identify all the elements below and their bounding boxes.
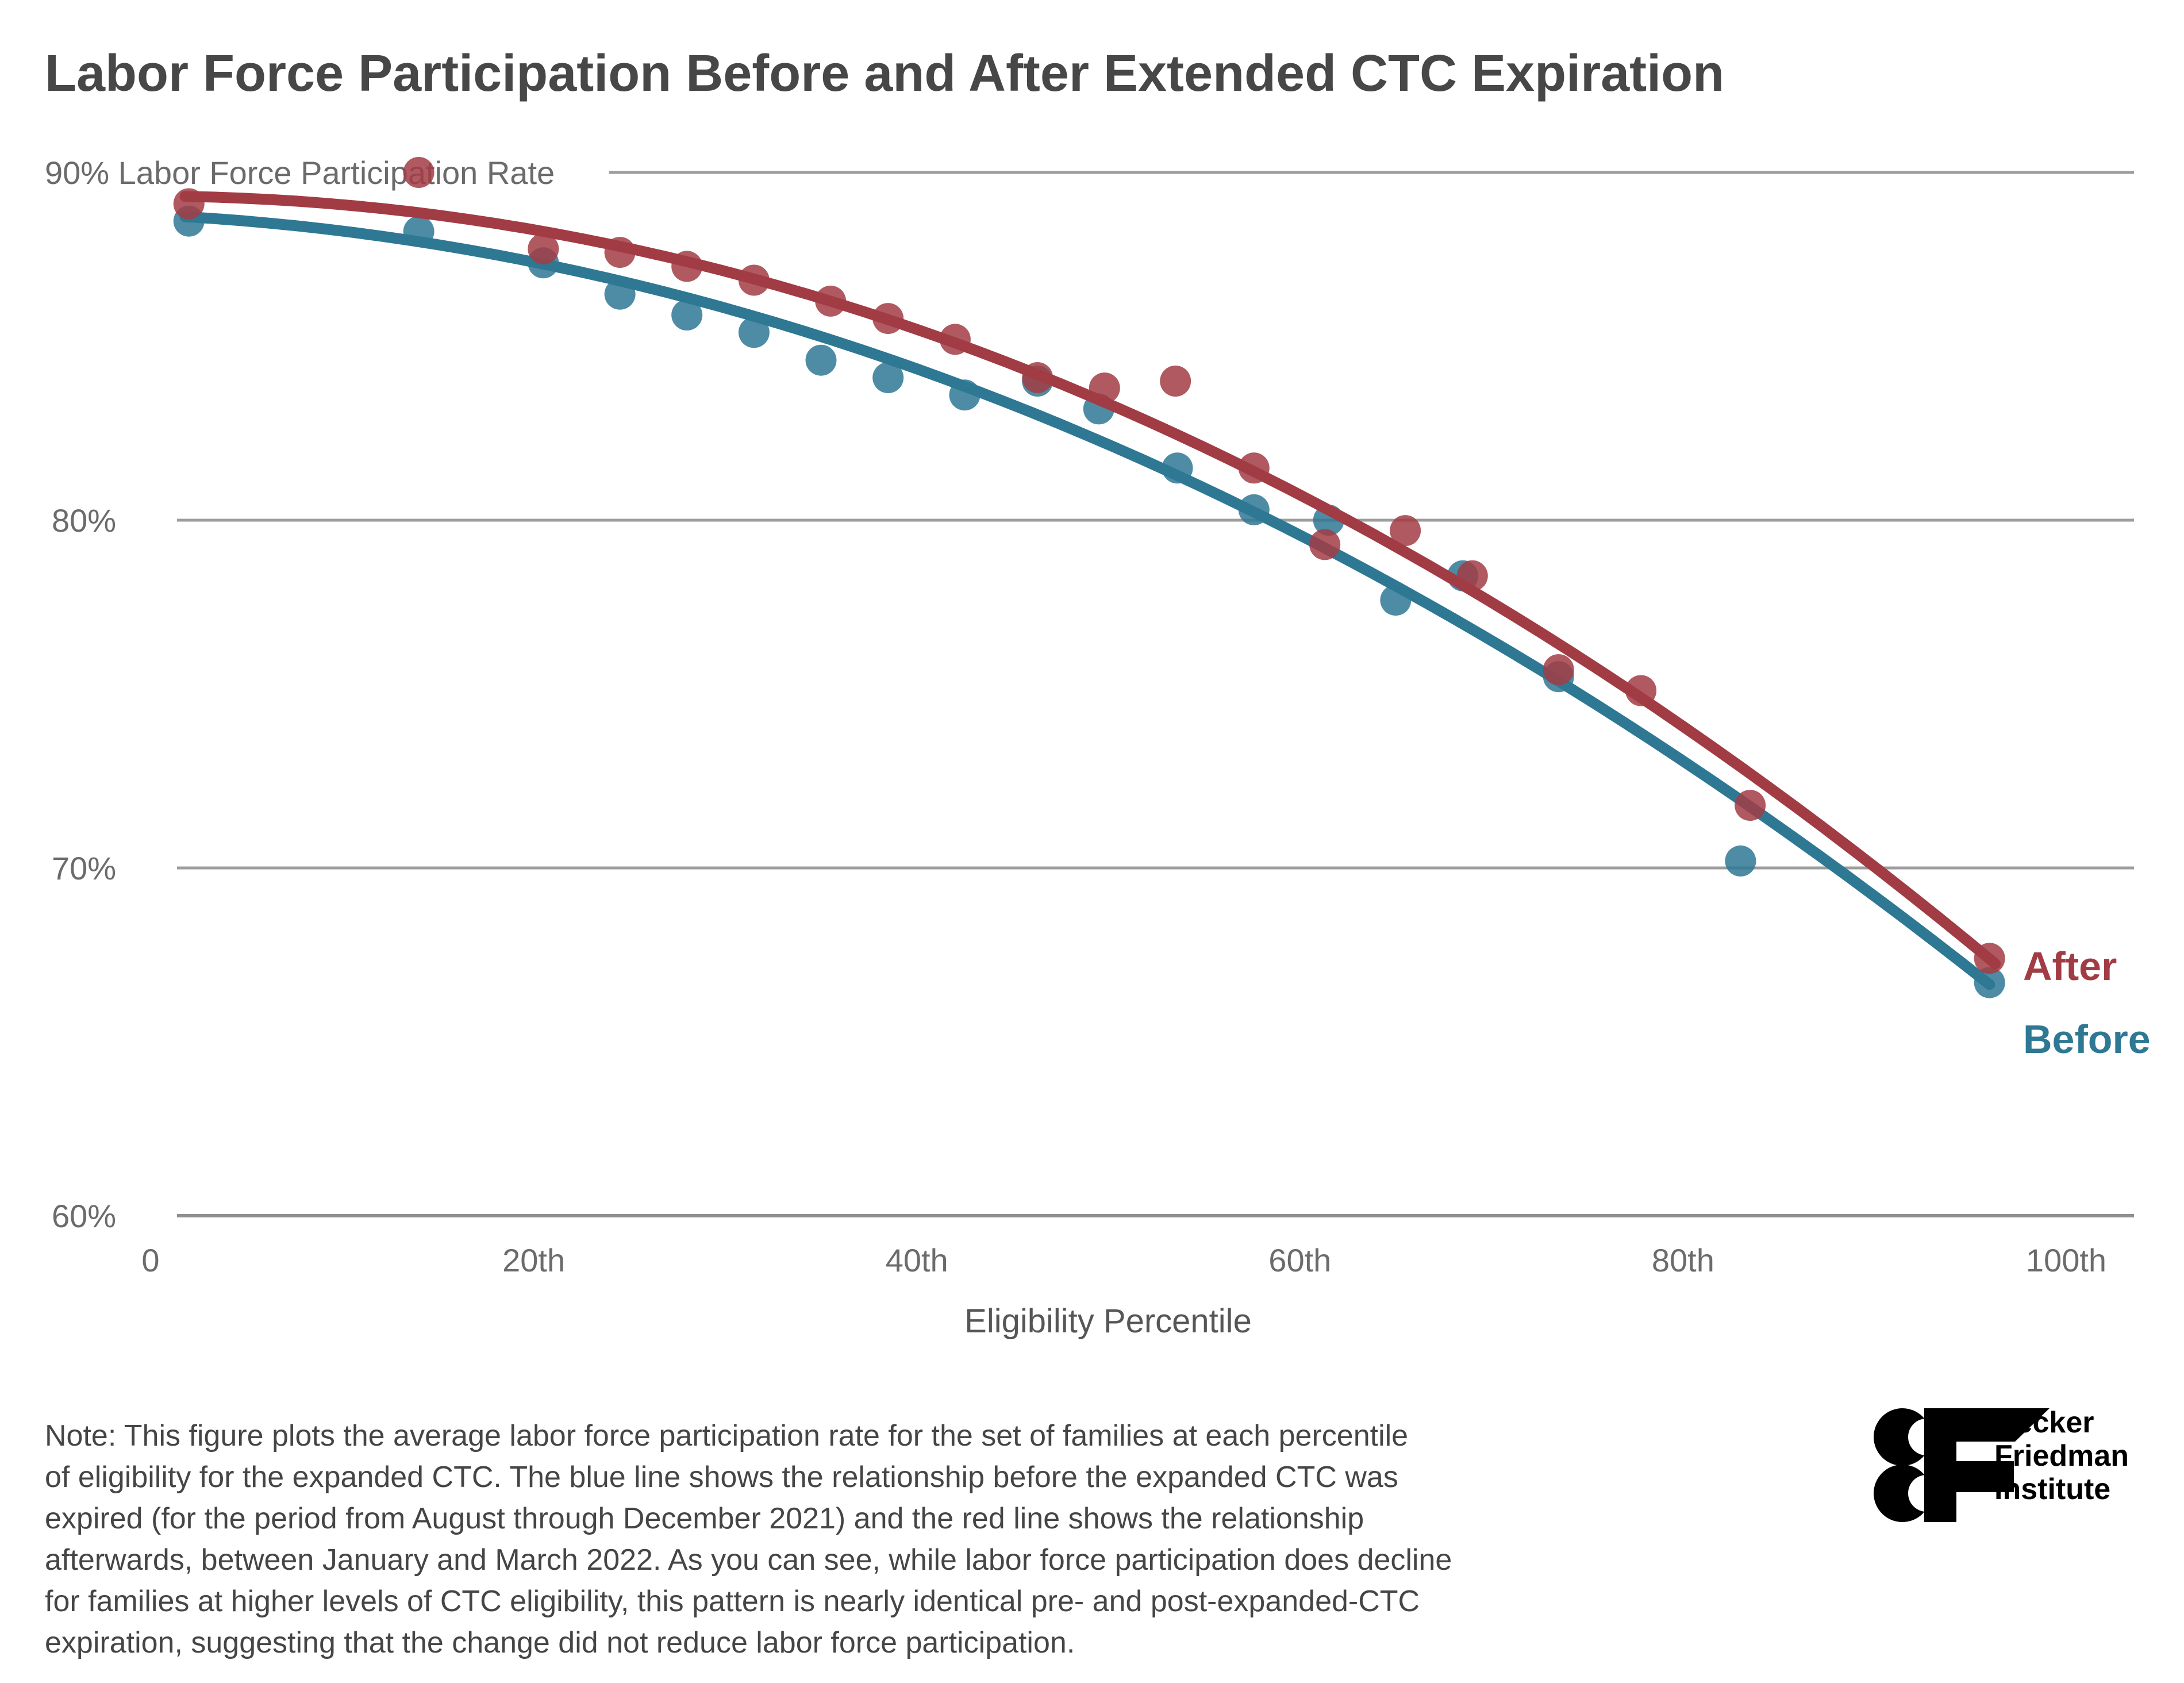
after-dot — [1089, 372, 1120, 404]
after-dot — [1309, 529, 1341, 560]
y-tick-60: 60% — [52, 1198, 116, 1234]
plot-area — [173, 157, 2134, 1217]
x-tick-100: 100th — [2026, 1242, 2106, 1278]
after-dot — [872, 303, 904, 335]
before-dot — [671, 299, 703, 331]
x-axis-title: Eligibility Percentile — [964, 1302, 1252, 1340]
before-dot — [604, 278, 636, 310]
after-dot — [815, 285, 847, 317]
before-dot — [805, 344, 837, 376]
legend-after-label: After — [2023, 944, 2117, 989]
x-tick-60: 60th — [1268, 1242, 1331, 1278]
after-dot — [738, 264, 770, 296]
y-axis-top-label: 90% Labor Force Participation Rate — [45, 155, 555, 191]
bfi-logo: Becker Friedman Institute — [1874, 1406, 2129, 1522]
note-line-1: Note: This figure plots the average labo… — [45, 1419, 1408, 1453]
before-dot — [1380, 585, 1412, 616]
after-dot — [1390, 515, 1421, 547]
after-dot — [604, 237, 636, 268]
logo-line-institute: Institute — [1994, 1473, 2110, 1506]
y-tick-80: 80% — [52, 502, 116, 539]
after-dot — [1022, 362, 1053, 393]
after-trend-curve — [179, 191, 2001, 970]
logo-line-friedman: Friedman — [1994, 1439, 2129, 1473]
after-dot — [173, 188, 205, 220]
page-title: Labor Force Participation Before and Aft… — [45, 45, 1724, 102]
legend-before-label: Before — [2023, 1017, 2151, 1062]
after-dot — [1974, 943, 2005, 974]
y-tick-70: 70% — [52, 850, 116, 886]
before-dot — [1725, 845, 1756, 877]
before-dot — [1238, 494, 1270, 525]
after-dot — [1625, 675, 1657, 706]
note-line-3: expired (for the period from August thro… — [45, 1502, 1364, 1535]
note-line-5: for families at higher levels of CTC eli… — [45, 1585, 1420, 1618]
before-dot — [872, 362, 904, 393]
before-dot — [1974, 967, 2005, 998]
after-dot — [1160, 366, 1191, 397]
after-dot — [1238, 452, 1270, 484]
before-dot — [949, 379, 981, 411]
after-dot — [528, 233, 559, 265]
before-dot — [403, 216, 435, 247]
note-line-4: afterwards, between January and March 20… — [45, 1543, 1452, 1577]
after-dot — [403, 157, 435, 188]
note-line-2: of eligibility for the expanded CTC. The… — [45, 1461, 1398, 1494]
before-dot — [1162, 452, 1193, 484]
logo-line-becker: Becker — [1994, 1406, 2094, 1439]
x-tick-40: 40th — [886, 1242, 948, 1278]
after-dot — [1456, 560, 1488, 591]
after-dot — [939, 324, 971, 355]
bfi-monogram-icon — [1874, 1408, 2050, 1522]
after-dot — [1735, 790, 1766, 821]
x-tick-20: 20th — [502, 1242, 565, 1278]
after-dot — [1543, 654, 1574, 686]
note-line-6: expiration, suggesting that the change d… — [45, 1626, 1075, 1659]
after-dot — [671, 251, 703, 282]
before-dot — [738, 317, 770, 348]
x-tick-0: 0 — [141, 1242, 159, 1278]
before-trend-curve — [179, 211, 1995, 990]
x-tick-80: 80th — [1652, 1242, 1714, 1278]
